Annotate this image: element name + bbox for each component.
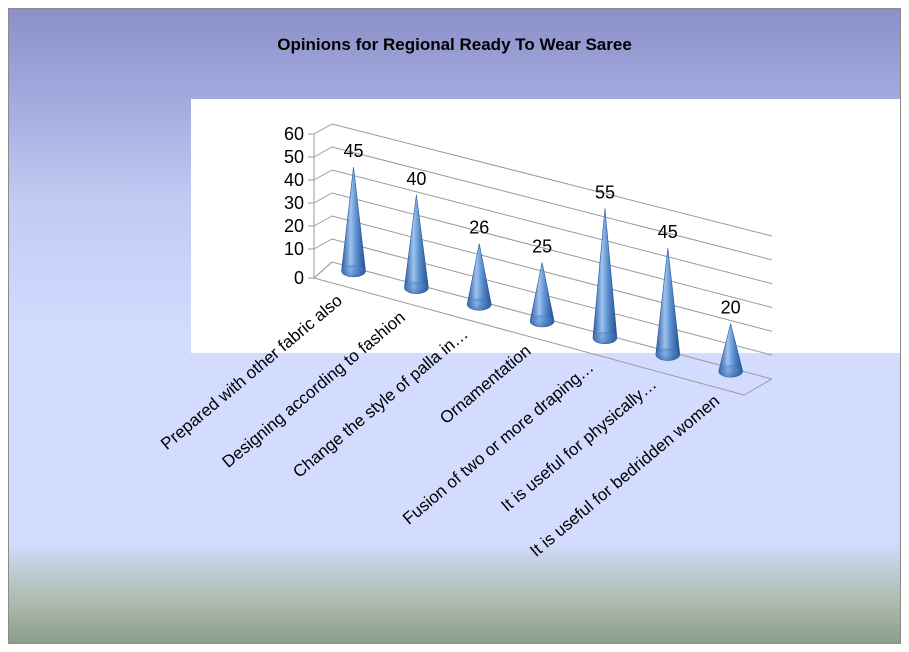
cone-bar xyxy=(466,243,492,311)
y-tick-label: 0 xyxy=(294,268,304,288)
y-tick-label: 50 xyxy=(284,147,304,167)
y-tick-label: 20 xyxy=(284,216,304,236)
cone-bar xyxy=(404,194,429,294)
data-label: 20 xyxy=(721,298,741,318)
gridline xyxy=(313,238,773,356)
y-axis-ticks: 0 10 20 30 40 50 60 xyxy=(284,124,314,288)
floor-edge xyxy=(313,277,773,396)
data-label: 25 xyxy=(532,236,552,256)
data-label: 55 xyxy=(595,182,615,202)
gridline xyxy=(313,123,773,237)
gridline xyxy=(313,215,773,332)
category-label: Change the style of palla in… xyxy=(289,324,471,481)
chart-title: Opinions for Regional Ready To Wear Sare… xyxy=(277,35,632,54)
y-tick-label: 60 xyxy=(284,124,304,144)
cones xyxy=(341,167,743,378)
gridline xyxy=(313,169,773,285)
category-label: It is useful for physically… xyxy=(498,374,661,515)
data-labels: 45 40 26 25 55 45 20 xyxy=(344,141,741,318)
cone-bar xyxy=(529,262,555,328)
chart-walls xyxy=(313,134,773,396)
data-label: 45 xyxy=(658,222,678,242)
data-label: 40 xyxy=(406,169,426,189)
data-label: 45 xyxy=(344,141,364,161)
y-tick-label: 40 xyxy=(284,170,304,190)
data-label: 26 xyxy=(469,218,489,238)
cone-bar xyxy=(655,247,681,361)
y-tick-label: 30 xyxy=(284,193,304,213)
gridline xyxy=(313,146,773,261)
gridlines xyxy=(313,123,773,380)
cone-bar xyxy=(592,208,618,345)
cone-bar xyxy=(718,323,743,378)
gridline xyxy=(313,261,773,380)
y-tick-label: 10 xyxy=(284,239,304,259)
category-labels: Prepared with other fabric alsoDesigning… xyxy=(157,291,723,561)
cone-bar xyxy=(341,167,366,278)
gridline xyxy=(313,192,773,308)
